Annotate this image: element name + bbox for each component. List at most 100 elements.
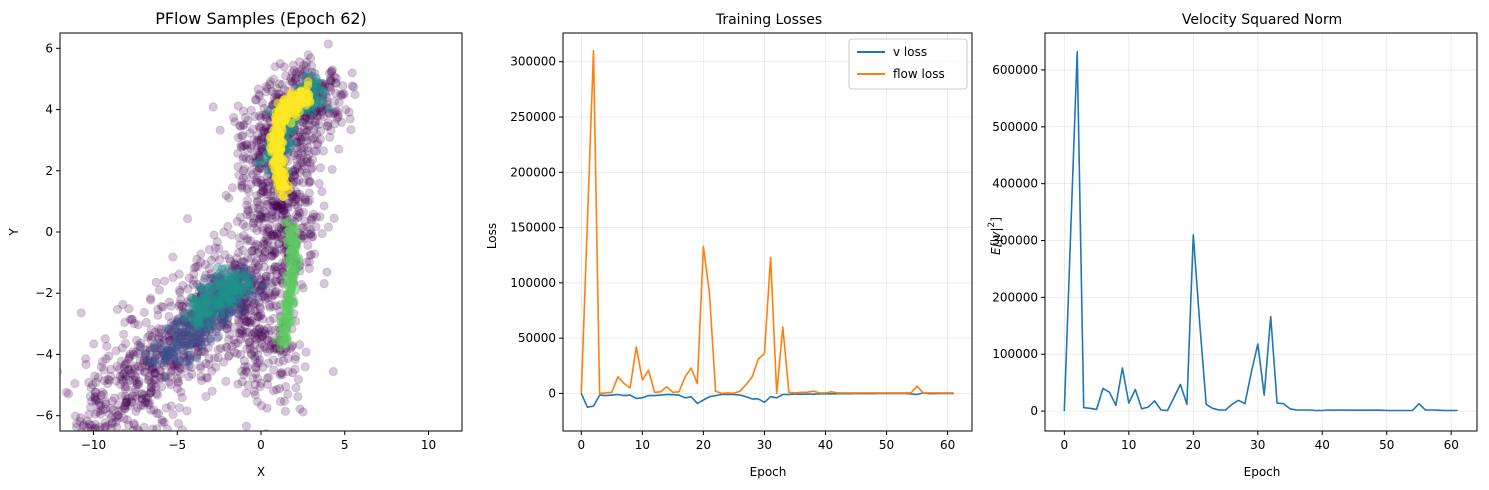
scatter-point xyxy=(240,304,250,315)
scatter-point xyxy=(285,129,295,139)
scatter-point xyxy=(145,405,156,415)
scatter-point xyxy=(119,368,129,379)
scatter-point xyxy=(183,354,194,365)
scatter-point xyxy=(196,291,206,302)
scatter-point xyxy=(243,310,253,321)
scatter-point xyxy=(234,328,244,338)
scatter-point xyxy=(315,134,326,145)
scatter-point xyxy=(166,367,176,378)
scatter-point xyxy=(315,163,326,173)
scatter-point xyxy=(251,311,262,321)
scatter-point xyxy=(198,333,209,344)
scatter-point xyxy=(168,354,179,364)
scatter-point xyxy=(252,196,262,207)
scatter-point xyxy=(146,335,157,345)
scatter-point xyxy=(207,366,217,376)
scatter-point xyxy=(255,210,265,220)
scatter-point xyxy=(265,316,275,326)
scatter-point xyxy=(186,308,196,319)
scatter-point xyxy=(104,409,114,419)
scatter-point xyxy=(292,155,302,165)
scatter-point xyxy=(112,304,123,315)
scatter-point xyxy=(160,371,170,382)
scatter-point xyxy=(86,383,96,393)
scatter-point xyxy=(260,212,271,222)
scatter-point xyxy=(154,334,164,344)
scatter-point xyxy=(252,268,262,278)
scatter-point xyxy=(216,274,227,285)
scatter-point xyxy=(166,379,176,390)
scatter-point xyxy=(174,336,184,346)
scatter-point xyxy=(136,434,144,442)
scatter-point xyxy=(223,298,233,309)
scatter-point xyxy=(154,328,164,338)
scatter-point xyxy=(235,305,245,315)
scatter-point xyxy=(121,358,132,369)
scatter-point xyxy=(238,266,248,277)
scatter-point xyxy=(305,135,316,145)
scatter-point xyxy=(245,340,255,350)
scatter-point xyxy=(305,113,315,124)
scatter-point xyxy=(243,205,253,215)
scatter-point xyxy=(298,117,308,127)
scatter-point xyxy=(111,417,121,427)
scatter-point xyxy=(286,129,296,139)
scatter-point xyxy=(323,39,334,49)
scatter-point xyxy=(306,232,317,242)
scatter-point xyxy=(112,410,123,421)
scatter-point xyxy=(164,377,174,387)
scatter-point xyxy=(330,107,340,118)
scatter-point xyxy=(175,287,185,298)
scatter-point xyxy=(110,412,121,422)
scatter-point xyxy=(259,342,269,352)
scatter-point xyxy=(248,151,258,161)
scatter-point xyxy=(336,89,346,100)
scatter-point xyxy=(309,133,320,144)
velocity-x-ticks: 0 10 20 30 40 50 60 xyxy=(1061,431,1459,452)
scatter-point xyxy=(290,170,300,180)
scatter-point xyxy=(218,309,228,319)
scatter-point xyxy=(241,298,252,309)
scatter-point xyxy=(275,396,286,407)
scatter-point xyxy=(247,263,258,273)
scatter-point xyxy=(238,166,248,176)
scatter-point xyxy=(168,252,178,262)
scatter-point xyxy=(323,222,334,232)
scatter-point xyxy=(308,104,319,114)
scatter-point xyxy=(293,163,303,173)
scatter-point xyxy=(148,368,159,378)
scatter-point xyxy=(239,290,249,300)
scatter-point xyxy=(272,228,282,238)
scatter-point xyxy=(245,211,256,221)
scatter-point xyxy=(255,151,265,162)
scatter-point xyxy=(106,364,116,374)
scatter-point xyxy=(283,203,293,213)
scatter-point xyxy=(154,332,164,342)
scatter-point xyxy=(271,201,281,212)
scatter-point xyxy=(262,403,272,413)
scatter-point xyxy=(277,210,287,220)
y-tick-label: 100000 xyxy=(992,347,1038,361)
scatter-point xyxy=(297,165,308,175)
scatter-point xyxy=(235,121,245,131)
scatter-point xyxy=(253,217,264,227)
scatter-point xyxy=(310,68,320,79)
scatter-point xyxy=(236,334,246,345)
scatter-point xyxy=(234,233,245,243)
scatter-point xyxy=(251,157,262,168)
scatter-point xyxy=(254,111,265,121)
scatter-point xyxy=(178,349,189,359)
scatter-point xyxy=(165,356,175,367)
scatter-point xyxy=(144,358,155,368)
scatter-point xyxy=(135,342,145,352)
scatter-point xyxy=(192,337,202,348)
scatter-point xyxy=(207,307,217,317)
scatter-point xyxy=(206,255,217,265)
scatter-point xyxy=(179,330,190,340)
y-tick-label: −6 xyxy=(35,409,53,423)
scatter-point xyxy=(260,111,271,122)
scatter-point xyxy=(142,332,153,342)
scatter-point xyxy=(241,365,251,376)
scatter-point xyxy=(138,401,148,411)
scatter-point xyxy=(238,120,248,131)
